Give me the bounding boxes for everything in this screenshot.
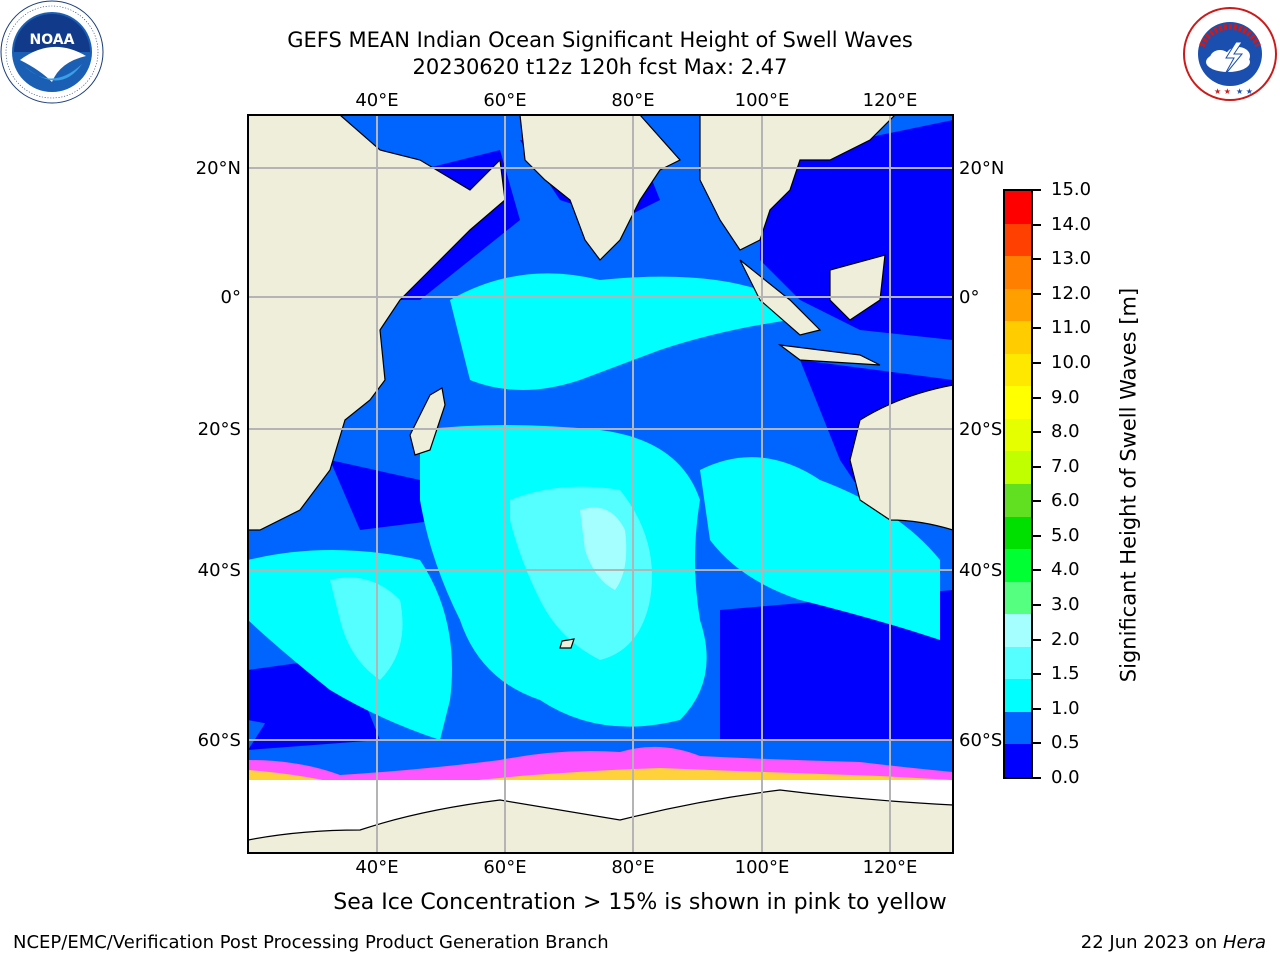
lat-label-left: 0° (221, 287, 241, 308)
lat-label-left: 40°S (198, 560, 241, 581)
colorbar-tick (1033, 465, 1041, 468)
lat-label-right: 0° (959, 287, 979, 308)
colorbar-tick (1033, 292, 1041, 295)
chart-title: GEFS MEAN Indian Ocean Significant Heigh… (287, 28, 913, 52)
colorbar-tick (1033, 569, 1041, 572)
noaa-logo: NOAA (0, 0, 104, 104)
colorbar-tick (1033, 534, 1041, 537)
colorbar-segment (1005, 353, 1031, 387)
lon-label-bottom: 120°E (863, 857, 918, 878)
chart-subtitle: 20230620 t12z 120h fcst Max: 2.47 (412, 55, 788, 79)
footer-host: Hera (1222, 932, 1266, 953)
colorbar-segment (1005, 516, 1031, 550)
colorbar-segment (1005, 450, 1031, 484)
colorbar-tick-label: 12.0 (1051, 282, 1092, 304)
colorbar-tick (1033, 638, 1041, 641)
noaa-logo-text: NOAA (30, 32, 75, 48)
lon-label-bottom: 60°E (483, 857, 526, 878)
colorbar-segment (1005, 288, 1031, 322)
colorbar-tick (1033, 258, 1041, 261)
colorbar-tick-label: 14.0 (1051, 213, 1092, 235)
lon-label-top: 60°E (483, 90, 526, 111)
colorbar-tick-label: 9.0 (1051, 386, 1080, 408)
lat-label-left: 20°S (198, 419, 241, 440)
colorbar-segment (1005, 190, 1031, 224)
colorbar-segment (1005, 548, 1031, 582)
colorbar-segment (1005, 711, 1031, 745)
colorbar-tick (1033, 500, 1041, 503)
colorbar-tick (1033, 673, 1041, 676)
lat-label-left: 60°S (198, 730, 241, 751)
lon-label-top: 100°E (735, 90, 790, 111)
colorbar-tick (1033, 223, 1041, 226)
colorbar-tick-label: 4.0 (1051, 559, 1080, 581)
colorbar-tick-label: 5.0 (1051, 524, 1080, 546)
lon-label-top: 40°E (355, 90, 398, 111)
colorbar-tick (1033, 189, 1041, 191)
colorbar-tick (1033, 742, 1041, 745)
lat-label-right: 60°S (959, 730, 1002, 751)
nws-logo: ★ ★ ★ ★ (1183, 7, 1277, 101)
colorbar-segment (1005, 483, 1031, 517)
svg-text:★ ★: ★ ★ (1236, 87, 1253, 96)
colorbar-segment (1005, 613, 1031, 647)
svg-text:★ ★: ★ ★ (1214, 87, 1231, 96)
colorbar-tick-label: 13.0 (1051, 248, 1092, 270)
colorbar-tick-label: 7.0 (1051, 455, 1080, 477)
colorbar-segment (1005, 678, 1031, 712)
footer-date: 22 Jun 2023 on Hera (1081, 932, 1266, 953)
footer-date-text: 22 Jun 2023 on (1080, 932, 1223, 953)
colorbar-segment (1005, 223, 1031, 257)
colorbar-tick (1033, 604, 1041, 607)
lat-label-right: 20°N (959, 158, 1004, 179)
colorbar-tick (1033, 431, 1041, 434)
lat-label-right: 20°S (959, 419, 1002, 440)
sea-ice-note: Sea Ice Concentration > 15% is shown in … (333, 890, 947, 915)
colorbar-tick-label: 0.5 (1051, 732, 1080, 754)
colorbar-tick (1033, 707, 1041, 710)
lon-label-top: 120°E (863, 90, 918, 111)
colorbar-tick-label: 6.0 (1051, 490, 1080, 512)
colorbar-label: Significant Height of Swell Waves [m] (1116, 287, 1141, 683)
colorbar-tick-label: 0.0 (1051, 767, 1080, 788)
colorbar-tick-label: 2.0 (1051, 628, 1080, 650)
colorbar-segment (1005, 581, 1031, 615)
colorbar-tick (1033, 396, 1041, 399)
colorbar-segment (1005, 385, 1031, 419)
lon-label-bottom: 100°E (735, 857, 790, 878)
colorbar-segment (1005, 418, 1031, 452)
colorbar-tick (1033, 777, 1041, 779)
colorbar-tick-label: 15.0 (1051, 179, 1092, 200)
colorbar-segment (1005, 743, 1031, 777)
lon-label-bottom: 80°E (611, 857, 654, 878)
colorbar-tick-label: 11.0 (1051, 317, 1092, 339)
colorbar-tick-label: 1.5 (1051, 663, 1080, 685)
colorbar-tick-label: 1.0 (1051, 697, 1080, 719)
colorbar-segment (1005, 646, 1031, 680)
lat-label-right: 40°S (959, 560, 1002, 581)
colorbar-tick-label: 8.0 (1051, 421, 1080, 443)
colorbar-tick (1033, 361, 1041, 364)
colorbar-segment (1005, 255, 1031, 289)
lat-label-left: 20°N (196, 158, 241, 179)
footer-branch: NCEP/EMC/Verification Post Processing Pr… (13, 932, 609, 953)
colorbar-tick (1033, 327, 1041, 330)
colorbar (1003, 189, 1033, 779)
colorbar-tick-label: 3.0 (1051, 594, 1080, 616)
lon-label-top: 80°E (611, 90, 654, 111)
colorbar-tick-label: 10.0 (1051, 351, 1092, 373)
lon-label-bottom: 40°E (355, 857, 398, 878)
colorbar-segment (1005, 320, 1031, 354)
